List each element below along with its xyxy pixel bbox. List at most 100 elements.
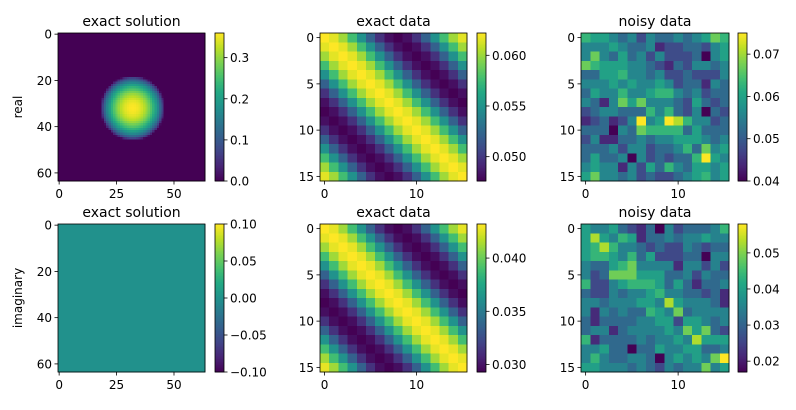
heatmap-cell [88, 128, 91, 131]
heatmap-cell [590, 79, 600, 89]
heatmap-cell [449, 144, 458, 154]
heatmap-cell [120, 100, 123, 103]
heatmap-cell [79, 163, 82, 166]
heatmap-cell [118, 45, 121, 48]
heatmap-cell [109, 49, 112, 52]
heatmap-cell [111, 86, 114, 89]
heatmap-cell [81, 89, 84, 92]
heatmap-cell [166, 158, 169, 161]
heatmap-cell [161, 163, 164, 166]
heatmap-cell [141, 119, 144, 122]
heatmap-cell [115, 89, 118, 92]
heatmap-cell [637, 144, 647, 154]
heatmap-cell [164, 172, 167, 175]
heatmap-cell [138, 172, 141, 175]
heatmap-cell [191, 146, 194, 149]
heatmap-cell [99, 123, 102, 126]
heatmap-cell [122, 89, 125, 92]
heatmap-cell [148, 68, 151, 71]
heatmap-cell [90, 123, 93, 126]
heatmap-cell [609, 89, 619, 99]
heatmap-cell [129, 95, 132, 98]
heatmap-cell [120, 156, 123, 159]
heatmap-cell [129, 132, 132, 135]
heatmap-cell [69, 84, 72, 87]
heatmap-cell [65, 45, 68, 48]
heatmap-cell [646, 172, 656, 182]
heatmap-cell [65, 98, 68, 101]
heatmap-cell [168, 91, 171, 94]
heatmap-cell [76, 165, 79, 168]
heatmap-cell [63, 163, 66, 166]
heatmap-cell [180, 38, 183, 41]
heatmap-cell [134, 47, 137, 50]
heatmap-cell [189, 144, 192, 147]
heatmap-cell [182, 130, 185, 133]
heatmap-cell [609, 79, 619, 89]
heatmap-cell [180, 54, 183, 57]
heatmap-cell [60, 91, 63, 94]
heatmap-cell [138, 137, 141, 140]
heatmap-cell [348, 89, 357, 99]
heatmap-cell [148, 139, 151, 142]
heatmap-cell [65, 61, 68, 64]
heatmap-cell [166, 160, 169, 163]
heatmap-cell [92, 95, 95, 98]
heatmap-cell [113, 77, 116, 80]
heatmap-cell [177, 149, 180, 152]
heatmap-cell [187, 165, 190, 168]
heatmap-cell [63, 146, 66, 149]
heatmap-cell [86, 70, 89, 73]
heatmap-cell [86, 121, 89, 124]
heatmap-cell [115, 54, 118, 57]
heatmap-cell [138, 151, 141, 154]
heatmap-cell [177, 86, 180, 89]
heatmap-cell [65, 58, 68, 61]
heatmap-cell [161, 123, 164, 126]
heatmap-cell [164, 139, 167, 142]
heatmap-cell [375, 52, 384, 62]
heatmap-cell [191, 144, 194, 147]
heatmap-cell [189, 82, 192, 85]
heatmap-cell [187, 142, 190, 145]
heatmap-cell [366, 61, 375, 71]
heatmap-cell [152, 128, 155, 131]
heatmap-cell [141, 58, 144, 61]
heatmap-cell [102, 100, 105, 103]
heatmap-cell [129, 107, 132, 110]
heatmap-cell [439, 126, 448, 136]
heatmap-cell [173, 54, 176, 57]
heatmap-cell [394, 153, 403, 163]
heatmap-cell [166, 174, 169, 177]
heatmap-cell [120, 93, 123, 96]
heatmap-cell [152, 112, 155, 115]
heatmap-cell [99, 72, 102, 75]
heatmap-cell [198, 126, 201, 129]
heatmap-cell [74, 158, 77, 161]
heatmap-cell [581, 70, 591, 80]
heatmap-cell [95, 156, 98, 159]
heatmap-cell [125, 167, 128, 170]
heatmap-cell [106, 169, 109, 172]
heatmap-cell [76, 45, 79, 48]
heatmap-cell [166, 172, 169, 175]
heatmap-cell [83, 109, 86, 112]
heatmap-cell [152, 79, 155, 82]
heatmap-cell [581, 135, 591, 145]
heatmap-cell [187, 61, 190, 64]
heatmap-cell [95, 75, 98, 78]
heatmap-cell [421, 33, 430, 43]
heatmap-cell [81, 86, 84, 89]
heatmap-cell [81, 153, 84, 156]
heatmap-cell [184, 100, 187, 103]
heatmap-cell [196, 142, 199, 145]
heatmap-cell [157, 105, 160, 108]
heatmap-cell [384, 79, 393, 89]
heatmap-cell [134, 95, 137, 98]
heatmap-cell [191, 45, 194, 48]
heatmap-cell [394, 135, 403, 145]
heatmap-cell [76, 158, 79, 161]
heatmap-cell [609, 98, 619, 108]
heatmap-cell [125, 160, 128, 163]
heatmap-cell [86, 128, 89, 131]
